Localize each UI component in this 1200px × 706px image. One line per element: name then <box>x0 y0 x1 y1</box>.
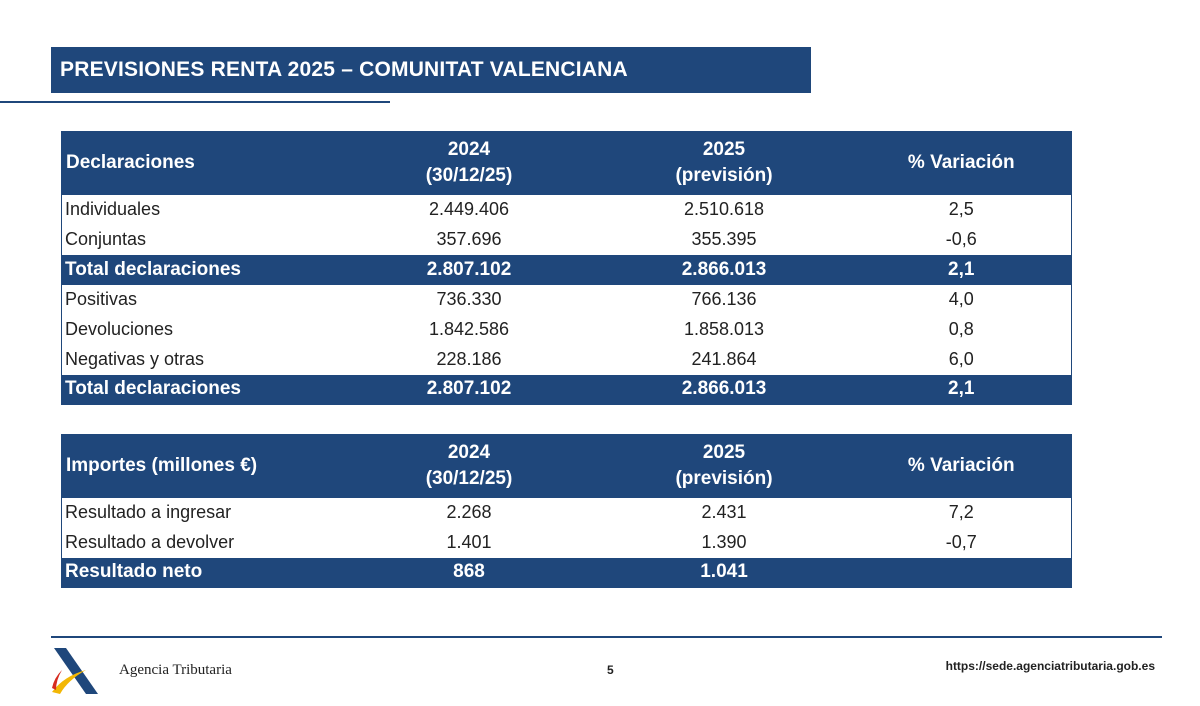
agencia-tributaria-logo <box>52 648 98 694</box>
value-2025: 2.431 <box>701 502 747 522</box>
row-label: Resultado neto <box>61 557 342 588</box>
value-2025: 2.866.013 <box>596 254 852 285</box>
total-row: Total declaraciones 2.807.102 2.866.013 2,1 <box>61 254 1072 285</box>
row-label: Total declaraciones <box>61 254 342 285</box>
row-label: Devoluciones <box>65 319 174 339</box>
value-2024: 868 <box>341 557 597 588</box>
row-label: Negativas y otras <box>65 349 205 369</box>
value-2025: 355.395 <box>691 229 757 249</box>
value-2024: 2.807.102 <box>341 254 597 285</box>
table-row: Devoluciones 1.842.586 1.858.013 0,8 <box>62 315 1072 345</box>
value-variacion <box>851 557 1072 588</box>
header-label: Declaraciones <box>61 131 342 195</box>
value-2025: 2.510.618 <box>683 199 765 219</box>
row-label: Positivas <box>65 289 138 309</box>
importes-table: Importes (millones €) 2024 (30/12/25) 2025… <box>61 434 1072 588</box>
value-2024: 2.268 <box>446 502 492 522</box>
value-variacion: 4,0 <box>948 289 974 309</box>
total-row: Resultado neto 868 1.041 <box>61 557 1072 588</box>
table-row: Conjuntas 357.696 355.395 -0,6 <box>62 225 1072 255</box>
value-variacion: 0,8 <box>948 319 974 339</box>
value-variacion: 2,5 <box>948 199 974 219</box>
table-row: Resultado a devolver 1.401 1.390 -0,7 <box>62 528 1072 558</box>
agency-name: Agencia Tributaria <box>119 662 232 678</box>
header-variacion: % Variación <box>851 434 1072 498</box>
value-2024: 1.842.586 <box>428 319 510 339</box>
header-variacion: % Variación <box>851 131 1072 195</box>
title-divider <box>0 101 390 103</box>
table-row: Positivas 736.330 766.136 4,0 <box>62 285 1072 315</box>
value-2025: 766.136 <box>691 289 757 309</box>
row-label: Total declaraciones <box>61 374 342 405</box>
table-row: Resultado a ingresar 2.268 2.431 7,2 <box>62 498 1072 528</box>
value-2025: 1.858.013 <box>683 319 765 339</box>
value-variacion: -0,6 <box>945 229 977 249</box>
value-variacion: 7,2 <box>948 502 974 522</box>
table-row: Negativas y otras 228.186 241.864 6,0 <box>62 345 1072 375</box>
page-number: 5 <box>607 663 614 677</box>
table-header-row: Importes (millones €) 2024 (30/12/25) 2025… <box>61 434 1072 498</box>
declaraciones-table: Declaraciones 2024 (30/12/25) 2025 (previs… <box>61 131 1072 405</box>
value-2025: 1.041 <box>596 557 852 588</box>
value-2025: 241.864 <box>691 349 757 369</box>
header-2025: 2025 (previsión) <box>596 434 852 498</box>
value-2024: 736.330 <box>436 289 502 309</box>
value-2024: 357.696 <box>436 229 502 249</box>
value-2024: 2.449.406 <box>428 199 510 219</box>
total-row: Total declaraciones 2.807.102 2.866.013 2,1 <box>61 374 1072 405</box>
value-variacion: 6,0 <box>948 349 974 369</box>
footer-url[interactable]: https://sede.agenciatributaria.gob.es <box>945 659 1155 673</box>
value-variacion: -0,7 <box>945 532 977 552</box>
value-2024: 2.807.102 <box>341 374 597 405</box>
value-variacion: 2,1 <box>851 374 1072 405</box>
row-label: Resultado a devolver <box>65 532 235 552</box>
header-2024: 2024 (30/12/25) <box>341 434 597 498</box>
value-2025: 2.866.013 <box>596 374 852 405</box>
row-label: Resultado a ingresar <box>65 502 232 522</box>
row-label: Individuales <box>65 199 161 219</box>
row-label: Conjuntas <box>65 229 147 249</box>
header-2025: 2025 (previsión) <box>596 131 852 195</box>
footer-divider <box>51 636 1162 638</box>
table-row: Individuales 2.449.406 2.510.618 2,5 <box>62 195 1072 225</box>
header-2024: 2024 (30/12/25) <box>341 131 597 195</box>
value-2025: 1.390 <box>701 532 747 552</box>
value-variacion: 2,1 <box>851 254 1072 285</box>
value-2024: 228.186 <box>436 349 502 369</box>
slide-title: PREVISIONES RENTA 2025 – COMUNITAT VALEN… <box>51 47 811 93</box>
table-header-row: Declaraciones 2024 (30/12/25) 2025 (previs… <box>61 131 1072 195</box>
value-2024: 1.401 <box>446 532 492 552</box>
header-label: Importes (millones €) <box>61 434 342 498</box>
